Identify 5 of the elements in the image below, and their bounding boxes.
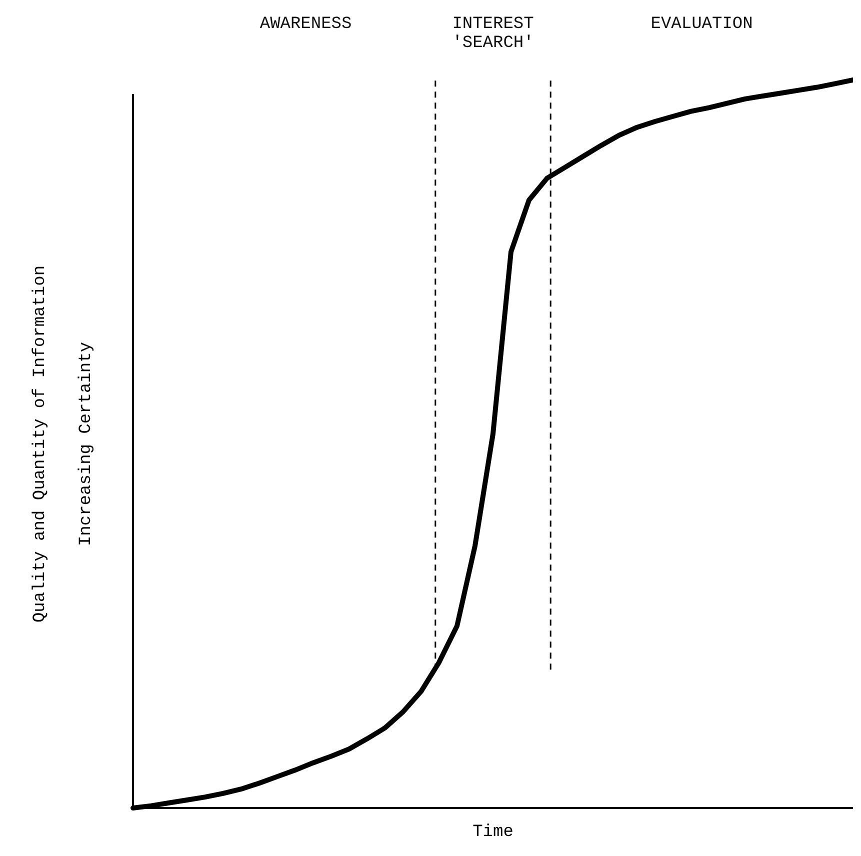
text: EVALUATION (650, 15, 753, 34)
text: Quality and Quantity of Information Increasing Certainty (31, 265, 96, 623)
text: AWARENESS (260, 15, 352, 34)
x-axis-title: Time (472, 823, 514, 842)
text: INTEREST 'SEARCH' (452, 15, 534, 53)
